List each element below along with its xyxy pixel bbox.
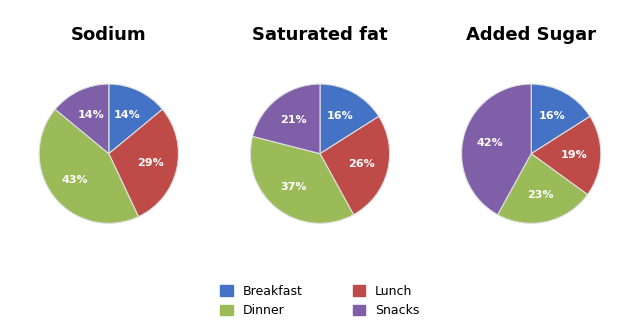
Wedge shape [320, 84, 379, 154]
Text: 23%: 23% [527, 190, 554, 200]
Text: 19%: 19% [561, 150, 587, 160]
Wedge shape [253, 84, 320, 154]
Wedge shape [531, 116, 601, 195]
Text: 42%: 42% [477, 138, 503, 148]
Wedge shape [109, 84, 163, 154]
Wedge shape [498, 154, 588, 223]
Wedge shape [250, 136, 353, 223]
Wedge shape [39, 109, 138, 223]
Text: 29%: 29% [137, 158, 164, 168]
Text: 14%: 14% [77, 110, 104, 120]
Text: 16%: 16% [327, 112, 354, 121]
Text: 16%: 16% [538, 112, 565, 121]
Text: 43%: 43% [62, 175, 88, 185]
Wedge shape [55, 84, 109, 154]
Wedge shape [531, 84, 590, 154]
Text: 26%: 26% [348, 159, 374, 169]
Title: Saturated fat: Saturated fat [252, 26, 388, 44]
Text: 21%: 21% [280, 115, 307, 125]
Wedge shape [109, 109, 179, 217]
Title: Added Sugar: Added Sugar [466, 26, 596, 44]
Wedge shape [320, 116, 390, 215]
Wedge shape [461, 84, 531, 215]
Title: Sodium: Sodium [71, 26, 147, 44]
Text: 14%: 14% [113, 110, 140, 120]
Legend: Breakfast, Dinner, Lunch, Snacks: Breakfast, Dinner, Lunch, Snacks [216, 281, 424, 321]
Text: 37%: 37% [281, 182, 307, 192]
